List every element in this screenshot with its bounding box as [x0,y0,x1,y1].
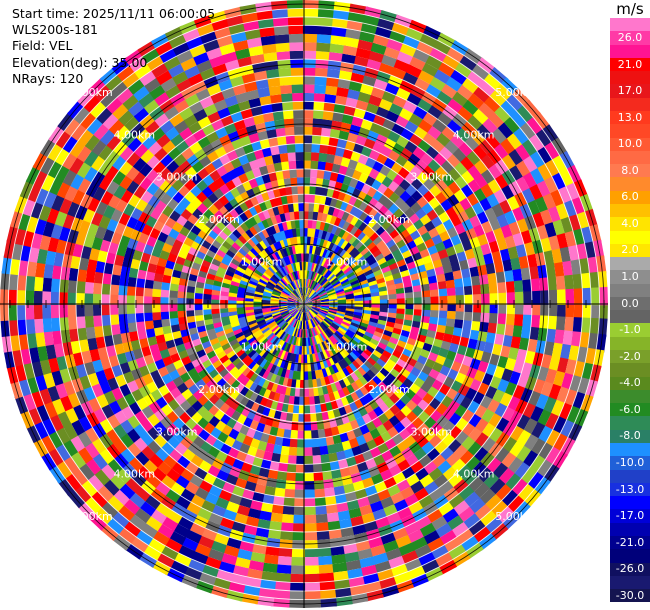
colorbar-tick-label: -10.0 [615,455,645,469]
axis-ticks [9,300,605,308]
colorbar-cell: -4.0 [610,376,650,390]
colorbar-cell: -8.0 [610,429,650,443]
colorbar-tick-label: 6.0 [621,190,639,204]
colorbar-cell [610,177,650,191]
colorbar-cell [610,124,650,138]
range-label: 5.00km [71,86,113,99]
colorbar-cell [610,97,650,111]
elevation-text: Elevation(deg): 35.00 [12,54,148,70]
range-label: 2.00km [368,383,410,396]
colorbar-cell: 17.0 [610,84,650,98]
colorbar-tick-label: -6.0 [619,402,641,416]
range-label: 4.00km [114,128,156,141]
field-text: Field: VEL [12,38,73,54]
colorbar-tick-label: -21.0 [615,535,645,549]
colorbar-tick-label: 0.0 [621,296,639,310]
colorbar-cell: 6.0 [610,190,650,204]
colorbar-cell [610,257,650,271]
nrays-text: NRays: 120 [12,70,84,86]
range-label: 1.00km [326,256,368,269]
colorbar-cell: -13.0 [610,482,650,497]
colorbar-tick-label: -26.0 [615,562,645,576]
colorbar-cell: 2.0 [610,243,650,258]
colorbar-tick-label: 26.0 [617,30,643,44]
start-time-text: Start time: 2025/11/11 06:00:05 [12,6,216,21]
colorbar-tick-label: 21.0 [617,57,643,71]
scan-info: Start time: 2025/11/11 06:00:05 WLS200s-… [12,6,215,87]
range-labels: 1.00km 1.00km 1.00km 1.00km 2.00km 2.00km 2.00… [71,86,537,523]
colorbar-cell: -30.0 [610,588,650,603]
colorbar-cell [610,443,650,457]
colorbar-tick-label: 13.0 [617,110,643,124]
colorbar-cell: -10.0 [610,455,650,470]
colorbar-cell [610,416,650,430]
colorbar-cell: 1.0 [610,270,650,284]
colorbar-cell [610,549,650,563]
colorbar-cell [610,522,650,536]
colorbar-tick-label: 10.0 [617,137,643,151]
colorbar-cell: -17.0 [610,509,650,523]
colorbar-cell: 0.0 [610,296,650,311]
colorbar-cell [610,44,650,58]
colorbar-tick-label: 2.0 [621,243,639,257]
range-label: 3.00km [156,171,198,184]
colorbar-cell [610,363,650,377]
colorbar-tick-label: 17.0 [617,84,643,98]
colorbar-cell [610,150,650,165]
colorbar-tick-label: 1.0 [621,270,639,283]
colorbar-cell [610,310,650,324]
colorbar-cell [610,71,650,85]
range-label: 3.00km [411,425,453,438]
colorbar-cell: 21.0 [610,57,650,72]
colorbar-cell [610,469,650,483]
colorbar-cell: 8.0 [610,163,650,178]
colorbar-tick-label: -13.0 [615,482,645,496]
colorbar-tick-label: -8.0 [619,429,641,443]
colorbar-tick-label: -4.0 [619,376,641,390]
colorbar-cell [610,18,650,32]
range-label: 4.00km [453,468,495,481]
colorbar-cell [610,575,650,590]
range-label: 3.00km [156,425,198,438]
colorbar-cell [610,283,650,297]
range-label: 5.00km [71,510,113,523]
colorbar-unit: m/s [616,0,644,18]
colorbar-cell [610,230,650,244]
colorbar-tick-label: -2.0 [619,349,641,363]
colorbar-cell [610,389,650,404]
colorbar-tick-label: -17.0 [615,509,645,523]
range-label: 5.00km [495,510,537,523]
colorbar-tick-label: -1.0 [619,323,641,337]
range-label: 2.00km [368,213,410,226]
colorbar-cell: -21.0 [610,535,650,550]
colorbar-cell: -26.0 [610,562,650,576]
colorbar-cell: -6.0 [610,402,650,417]
colorbar-cell [610,336,650,351]
station-text: WLS200s-181 [12,22,98,38]
colorbar-tick-label: 4.0 [621,216,639,230]
colorbar-cell: 26.0 [610,30,650,45]
range-label: 1.00km [326,340,368,353]
colorbar-cell: -1.0 [610,323,650,337]
colorbar-cell: -2.0 [610,349,650,364]
range-label: 4.00km [453,128,495,141]
colorbar-cell: 4.0 [610,216,650,231]
range-label: 1.00km [241,340,283,353]
colorbar-cell: 13.0 [610,110,650,125]
range-label: 5.00km [495,86,537,99]
range-label: 2.00km [198,383,240,396]
colorbar-cell [610,496,650,510]
colorbar-cell [610,203,650,218]
colorbar-cell: 10.0 [610,137,650,151]
range-label: 3.00km [411,171,453,184]
colorbar-tick-label: 8.0 [621,163,639,177]
range-label: 1.00km [241,256,283,269]
colorbar: 26.0 21.0 17.0 13.0 10.0 8.0 6.0 4.0 2.0 1.0 0.0 -1… [610,18,650,603]
range-label: 2.00km [198,213,240,226]
range-label: 4.00km [114,468,156,481]
colorbar-tick-label: -30.0 [615,588,645,602]
